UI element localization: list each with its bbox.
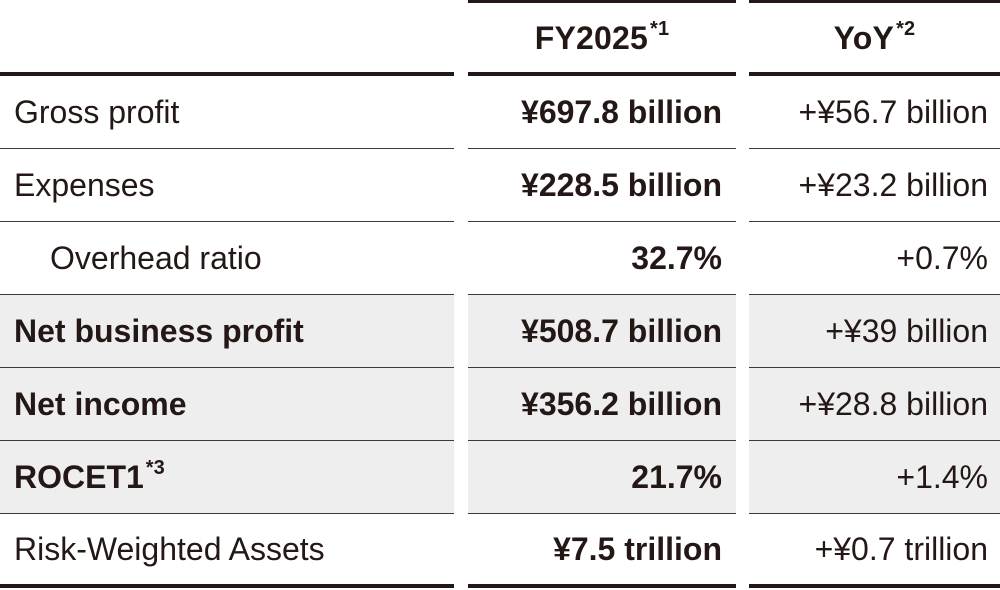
yoy-value-net-income: +¥28.8 billion <box>749 368 1000 441</box>
yoy-value-overhead-ratio: +0.7% <box>749 222 1000 295</box>
row-label-text: Gross profit <box>14 93 180 130</box>
fy2025-value-gross-profit: ¥697.8 billion <box>468 76 736 149</box>
yoy-value-net-business-profit: +¥39 billion <box>749 295 1000 368</box>
footnote-marker: *2 <box>896 18 916 40</box>
fy2025-value-overhead-ratio: 32.7% <box>468 222 736 295</box>
footnote-marker: *1 <box>649 18 670 40</box>
yoy-column: YoY *2 +¥56.7 billion +¥23.2 billion +0.7… <box>749 0 1000 590</box>
row-label-net-income: Net income <box>0 368 454 441</box>
fy2025-value-rocet1: 21.7% <box>468 441 736 514</box>
fy2025-value-risk-weighted-assets: ¥7.5 trillion <box>468 514 736 588</box>
row-label-text: Net business profit <box>14 312 304 349</box>
label-column: Gross profit Expenses Overhead ratio Net… <box>0 0 454 590</box>
fy2025-value-net-business-profit: ¥508.7 billion <box>468 295 736 368</box>
row-label-net-business-profit: Net business profit <box>0 295 454 368</box>
row-label-text: Overhead ratio <box>50 239 262 276</box>
fy2025-header-text: FY2025 <box>534 20 648 56</box>
yoy-header-text: YoY <box>833 20 895 56</box>
row-label-text: Risk-Weighted Assets <box>14 530 325 567</box>
fy2025-value-net-income: ¥356.2 billion <box>468 368 736 441</box>
yoy-value-rocet1: +1.4% <box>749 441 1000 514</box>
row-label-gross-profit: Gross profit <box>0 76 454 149</box>
header-rule <box>749 72 1000 76</box>
row-label-text: ROCET1 <box>14 458 144 495</box>
label-header <box>0 0 454 74</box>
row-label-rocet1: ROCET1 *3 <box>0 441 454 514</box>
row-label-text: Net income <box>14 385 187 422</box>
fy2025-column: FY2025 *1 ¥697.8 billion ¥228.5 billion 3… <box>468 0 736 590</box>
yoy-value-gross-profit: +¥56.7 billion <box>749 76 1000 149</box>
yoy-value-expenses: +¥23.2 billion <box>749 149 1000 222</box>
fy2025-value-expenses: ¥228.5 billion <box>468 149 736 222</box>
footnote-marker: *3 <box>145 456 165 479</box>
header-rule <box>468 72 736 76</box>
yoy-value-risk-weighted-assets: +¥0.7 trillion <box>749 514 1000 588</box>
row-label-overhead-ratio: Overhead ratio <box>0 222 454 295</box>
fy2025-header: FY2025 *1 <box>468 0 736 74</box>
header-rule <box>0 72 454 76</box>
row-label-risk-weighted-assets: Risk-Weighted Assets <box>0 514 454 588</box>
yoy-header: YoY *2 <box>749 0 1000 74</box>
row-label-expenses: Expenses <box>0 149 454 222</box>
row-label-text: Expenses <box>14 166 155 203</box>
